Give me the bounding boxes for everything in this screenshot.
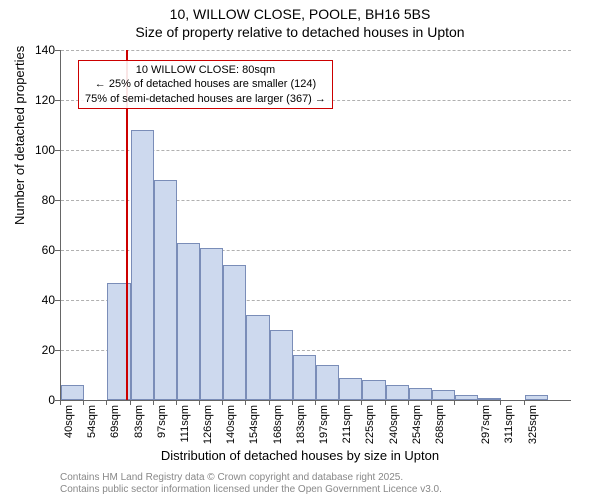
x-tick-label: 97sqm [156,405,168,455]
x-tick-mark [500,400,501,405]
histogram-bar [478,398,501,401]
y-tick-label: 20 [25,343,55,357]
histogram-bar [409,388,432,401]
annotation-box: 10 WILLOW CLOSE: 80sqm ← 25% of detached… [78,60,333,109]
x-tick-mark [477,400,478,405]
x-tick-label: 225sqm [364,405,376,455]
x-tick-label: 40sqm [63,405,75,455]
y-tick-mark [55,150,60,151]
x-tick-label: 140sqm [225,405,237,455]
histogram-bar [362,380,385,400]
x-tick-label: 325sqm [527,405,539,455]
y-tick-label: 60 [25,243,55,257]
chart-container: 10, WILLOW CLOSE, POOLE, BH16 5BS Size o… [0,0,600,500]
y-tick-label: 140 [25,43,55,57]
grid-line [61,50,571,51]
y-tick-mark [55,100,60,101]
x-tick-mark [245,400,246,405]
x-tick-mark [408,400,409,405]
x-tick-label: 211sqm [341,405,353,455]
histogram-bar [455,395,478,400]
x-tick-mark [361,400,362,405]
x-tick-mark [176,400,177,405]
x-tick-label: 254sqm [411,405,423,455]
x-tick-label: 168sqm [272,405,284,455]
x-tick-mark [385,400,386,405]
histogram-bar [316,365,339,400]
x-tick-mark [431,400,432,405]
annotation-line3: 75% of semi-detached houses are larger (… [85,92,326,106]
chart-title-line2: Size of property relative to detached ho… [0,24,600,40]
y-tick-mark [55,250,60,251]
x-tick-label: 197sqm [318,405,330,455]
x-tick-mark [106,400,107,405]
x-tick-label: 126sqm [202,405,214,455]
histogram-bar [131,130,154,400]
footer-line1: Contains HM Land Registry data © Crown c… [60,472,442,484]
y-tick-label: 120 [25,93,55,107]
histogram-bar [223,265,246,400]
annotation-line2: ← 25% of detached houses are smaller (12… [85,77,326,91]
x-tick-label: 83sqm [133,405,145,455]
x-tick-mark [222,400,223,405]
histogram-bar [432,390,455,400]
y-tick-mark [55,350,60,351]
x-tick-mark [153,400,154,405]
x-tick-mark [454,400,455,405]
x-tick-mark [338,400,339,405]
x-tick-label: 69sqm [109,405,121,455]
x-tick-label: 240sqm [388,405,400,455]
footer-line2: Contains public sector information licen… [60,484,442,496]
x-tick-label: 311sqm [503,405,515,455]
y-tick-label: 80 [25,193,55,207]
histogram-bar [339,378,362,401]
x-tick-mark [83,400,84,405]
x-tick-label: 54sqm [86,405,98,455]
histogram-bar [246,315,269,400]
x-tick-mark [292,400,293,405]
histogram-bar [270,330,293,400]
annotation-line1: 10 WILLOW CLOSE: 80sqm [85,63,326,77]
footer-text: Contains HM Land Registry data © Crown c… [60,472,442,496]
y-tick-mark [55,300,60,301]
x-tick-mark [199,400,200,405]
histogram-bar [154,180,177,400]
y-tick-label: 0 [25,393,55,407]
x-tick-mark [315,400,316,405]
y-tick-mark [55,200,60,201]
histogram-bar [200,248,223,401]
histogram-bar [525,395,548,400]
histogram-bar [293,355,316,400]
x-tick-mark [130,400,131,405]
x-tick-label: 183sqm [295,405,307,455]
x-tick-label: 111sqm [179,405,191,455]
x-tick-mark [60,400,61,405]
x-tick-label: 154sqm [248,405,260,455]
y-tick-label: 100 [25,143,55,157]
y-tick-mark [55,50,60,51]
histogram-bar [61,385,84,400]
x-tick-mark [524,400,525,405]
chart-title-line1: 10, WILLOW CLOSE, POOLE, BH16 5BS [0,6,600,22]
histogram-bar [386,385,409,400]
x-tick-label: 268sqm [434,405,446,455]
x-tick-mark [269,400,270,405]
histogram-bar [177,243,200,401]
y-tick-label: 40 [25,293,55,307]
x-tick-label: 297sqm [480,405,492,455]
